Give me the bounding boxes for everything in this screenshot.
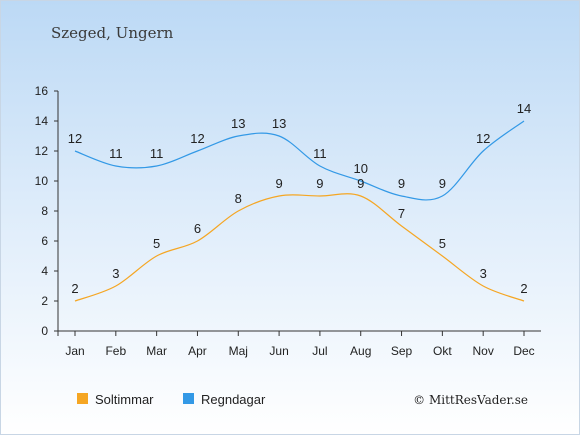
data-label-soltimmar: 9 xyxy=(275,176,282,191)
x-tick-label: Dec xyxy=(513,344,534,358)
chart-title: Szeged, Ungern xyxy=(51,24,174,42)
data-label-soltimmar: 3 xyxy=(480,266,487,281)
x-tick-label: Jul xyxy=(312,344,327,358)
x-tick-label: Sep xyxy=(391,344,413,358)
data-label-soltimmar: 9 xyxy=(316,176,323,191)
data-label-soltimmar: 6 xyxy=(194,221,201,236)
data-label-soltimmar: 7 xyxy=(398,206,405,221)
data-label-regndagar: 12 xyxy=(476,131,490,146)
data-label-soltimmar: 2 xyxy=(71,281,78,296)
legend-swatch-soltimmar xyxy=(77,393,88,404)
y-tick-label: 2 xyxy=(41,294,48,308)
y-tick-label: 12 xyxy=(35,144,49,158)
y-tick-label: 14 xyxy=(35,114,49,128)
data-label-soltimmar: 5 xyxy=(153,236,160,251)
data-label-regndagar: 11 xyxy=(109,146,123,161)
x-tick-label: Okt xyxy=(433,344,452,358)
y-tick-label: 4 xyxy=(41,264,48,278)
data-label-regndagar: 11 xyxy=(313,146,327,161)
credit-text: © MittResVader.se xyxy=(413,393,528,407)
y-tick-label: 16 xyxy=(35,84,49,98)
x-tick-label: Jun xyxy=(269,344,288,358)
x-tick-label: Feb xyxy=(105,344,126,358)
legend-label-soltimmar: Soltimmar xyxy=(95,392,154,407)
data-label-regndagar: 14 xyxy=(517,101,531,116)
legend-swatch-regndagar xyxy=(183,393,194,404)
legend-label-regndagar: Regndagar xyxy=(201,392,266,407)
series-lines xyxy=(74,120,525,302)
data-label-regndagar: 13 xyxy=(272,116,286,131)
data-label-soltimmar: 9 xyxy=(357,176,364,191)
data-label-soltimmar: 8 xyxy=(235,191,242,206)
y-tick-label: 6 xyxy=(41,234,48,248)
y-tick-label: 0 xyxy=(41,324,48,338)
y-tick-label: 10 xyxy=(35,174,49,188)
data-label-regndagar: 11 xyxy=(150,146,164,161)
data-label-regndagar: 10 xyxy=(353,161,367,176)
x-tick-label: Maj xyxy=(229,344,248,358)
series-line-soltimmar xyxy=(74,193,525,302)
x-tick-label: Mar xyxy=(146,344,167,358)
data-label-soltimmar: 2 xyxy=(520,281,527,296)
axes: 0 2 4 6 8 10 12 14 16 Jan Feb Mar Apr Maj Jun Jul Aug Sep… xyxy=(35,84,541,358)
legend: Soltimmar Regndagar xyxy=(77,392,266,407)
data-label-regndagar: 12 xyxy=(190,131,204,146)
data-label-regndagar: 9 xyxy=(439,176,446,191)
x-tick-label: Nov xyxy=(473,344,494,358)
x-tick-label: Aug xyxy=(350,344,371,358)
y-tick-label: 8 xyxy=(41,204,48,218)
data-label-regndagar: 9 xyxy=(398,176,405,191)
data-label-regndagar: 13 xyxy=(231,116,245,131)
data-label-soltimmar: 5 xyxy=(439,236,446,251)
data-label-soltimmar: 3 xyxy=(112,266,119,281)
data-label-regndagar: 12 xyxy=(68,131,82,146)
series-line-regndagar xyxy=(74,120,525,201)
x-tick-label: Apr xyxy=(188,344,207,358)
x-tick-label: Jan xyxy=(65,344,84,358)
